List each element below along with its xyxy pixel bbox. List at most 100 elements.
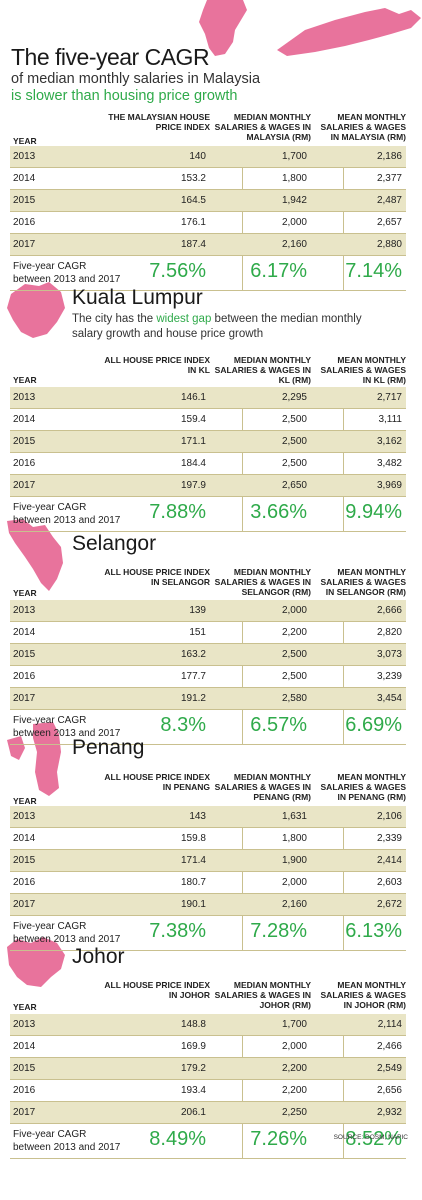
column-header: MEDIAN MONTHLY SALARIES & WAGES IN SELAN… xyxy=(214,567,311,597)
penang-map-icon xyxy=(7,722,61,796)
table-cell: 2,717 xyxy=(376,392,402,403)
table-row: 2013 143 1,631 2,106 xyxy=(10,806,406,828)
cagr-label-line-2: between 2013 and 2017 xyxy=(13,515,121,526)
cagr-value: 3.66% xyxy=(250,501,307,523)
table-cell: 180.7 xyxy=(180,877,206,888)
year-header: YEAR xyxy=(13,796,37,806)
table-cell: 2,500 xyxy=(281,414,307,425)
table-cell: 2017 xyxy=(13,899,36,910)
kuala-lumpur-table: 2013 146.1 2,295 2,717 2014 159.4 2,500 3,111 … xyxy=(10,387,406,532)
year-header: YEAR xyxy=(13,136,37,146)
column-header: MEDIAN MONTHLY SALARIES & WAGES IN JOHOR… xyxy=(214,980,311,1010)
table-cell: 171.1 xyxy=(180,436,206,447)
table-cell: 2,500 xyxy=(281,649,307,660)
column-header: MEDIAN MONTHLY SALARIES & WAGES IN KL (R… xyxy=(214,355,311,385)
section-description: The city has the widest gap between the … xyxy=(72,312,372,342)
cagr-label: Five-year CAGR between 2013 and 2017 xyxy=(13,714,120,740)
table-cell: 2015 xyxy=(13,436,36,447)
table-cell: 2,200 xyxy=(281,1085,307,1096)
table-cell: 2,339 xyxy=(376,833,402,844)
column-header: THE MALAYSIAN HOUSE PRICE INDEX xyxy=(108,112,210,132)
column-header: ALL HOUSE PRICE INDEX IN KL xyxy=(104,355,210,375)
table-cell: 187.4 xyxy=(180,239,206,250)
cagr-label-line-1: Five-year CAGR xyxy=(13,715,87,726)
section-description-highlight: widest gap xyxy=(156,313,212,325)
table-cell: 179.2 xyxy=(180,1063,206,1074)
cagr-row: Five-year CAGR between 2013 and 2017 7.38… xyxy=(10,916,406,951)
table-cell: 2013 xyxy=(13,605,36,616)
table-cell: 2,250 xyxy=(281,1107,307,1118)
table-row: 2017 187.4 2,160 2,880 xyxy=(10,234,406,256)
table-cell: 153.2 xyxy=(180,173,206,184)
table-cell: 2,000 xyxy=(281,877,307,888)
page-title: The five-year CAGR xyxy=(11,44,210,70)
cagr-value: 8.3% xyxy=(160,714,206,736)
table-cell: 2,000 xyxy=(281,605,307,616)
cagr-label-line-2: between 2013 and 2017 xyxy=(13,274,121,285)
cagr-row: Five-year CAGR between 2013 and 2017 8.49… xyxy=(10,1124,406,1159)
table-cell: 148.8 xyxy=(180,1019,206,1030)
table-row: 2017 197.9 2,650 3,969 xyxy=(10,475,406,497)
table-cell: 169.9 xyxy=(180,1041,206,1052)
table-cell: 197.9 xyxy=(180,480,206,491)
table-cell: 2014 xyxy=(13,1041,36,1052)
table-row: 2014 159.4 2,500 3,111 xyxy=(10,409,406,431)
table-cell: 3,111 xyxy=(378,414,402,425)
table-cell: 1,800 xyxy=(281,173,307,184)
cagr-value: 7.14% xyxy=(345,260,402,282)
table-cell: 1,800 xyxy=(281,833,307,844)
table-cell: 143 xyxy=(189,811,206,822)
table-cell: 191.2 xyxy=(180,693,206,704)
table-row: 2014 169.9 2,000 2,466 xyxy=(10,1036,406,1058)
table-cell: 1,631 xyxy=(281,811,307,822)
malaysia-map-icon xyxy=(199,0,421,56)
table-cell: 2015 xyxy=(13,195,36,206)
year-header: YEAR xyxy=(13,375,37,385)
cagr-value: 7.88% xyxy=(149,501,206,523)
table-cell: 2013 xyxy=(13,1019,36,1030)
table-cell: 2,466 xyxy=(376,1041,402,1052)
table-cell: 159.4 xyxy=(180,414,206,425)
selangor-map-icon xyxy=(7,519,63,591)
column-header: MEAN MONTHLY SALARIES & WAGES IN PENANG … xyxy=(320,772,406,802)
column-header: ALL HOUSE PRICE INDEX IN PENANG xyxy=(104,772,210,792)
table-cell: 2,295 xyxy=(281,392,307,403)
table-cell: 184.4 xyxy=(180,458,206,469)
table-cell: 2016 xyxy=(13,458,36,469)
table-cell: 1,900 xyxy=(281,855,307,866)
table-cell: 2,657 xyxy=(376,217,402,228)
subtitle-line-2-text: is slower than housing price growth xyxy=(11,88,238,104)
table-cell: 3,073 xyxy=(376,649,402,660)
section-description-text: between the median monthly salary growth… xyxy=(72,313,362,340)
table-cell: 2,200 xyxy=(281,1063,307,1074)
table-cell: 2,650 xyxy=(281,480,307,491)
table-cell: 2,500 xyxy=(281,458,307,469)
table-cell: 2016 xyxy=(13,671,36,682)
table-cell: 2,656 xyxy=(376,1085,402,1096)
cagr-value: 7.28% xyxy=(250,920,307,942)
table-cell: 2,880 xyxy=(376,239,402,250)
cagr-value: 8.49% xyxy=(149,1128,206,1150)
cagr-value: 7.26% xyxy=(250,1128,307,1150)
section-description-text: The city has the xyxy=(72,313,157,325)
column-header: MEAN MONTHLY SALARIES & WAGES IN JOHOR (… xyxy=(320,980,406,1010)
table-cell: 2,820 xyxy=(376,627,402,638)
table-cell: 2014 xyxy=(13,414,36,425)
table-cell: 2,672 xyxy=(376,899,402,910)
cagr-value: 6.57% xyxy=(250,714,307,736)
table-cell: 3,239 xyxy=(376,671,402,682)
table-cell: 3,482 xyxy=(376,458,402,469)
table-row: 2016 176.1 2,000 2,657 xyxy=(10,212,406,234)
table-cell: 2,000 xyxy=(281,217,307,228)
column-header: MEDIAN MONTHLY SALARIES & WAGES IN PENAN… xyxy=(214,772,311,802)
table-cell: 2013 xyxy=(13,811,36,822)
column-header: ALL HOUSE PRICE INDEX IN JOHOR xyxy=(104,980,210,1000)
table-cell: 164.5 xyxy=(180,195,206,206)
table-cell: 176.1 xyxy=(180,217,206,228)
year-header: YEAR xyxy=(13,1002,37,1012)
table-cell: 2014 xyxy=(13,173,36,184)
table-cell: 140 xyxy=(189,151,206,162)
table-cell: 2014 xyxy=(13,833,36,844)
johor-table: 2013 148.8 1,700 2,114 2014 169.9 2,000 2,466 … xyxy=(10,1014,406,1159)
table-cell: 2,106 xyxy=(376,811,402,822)
